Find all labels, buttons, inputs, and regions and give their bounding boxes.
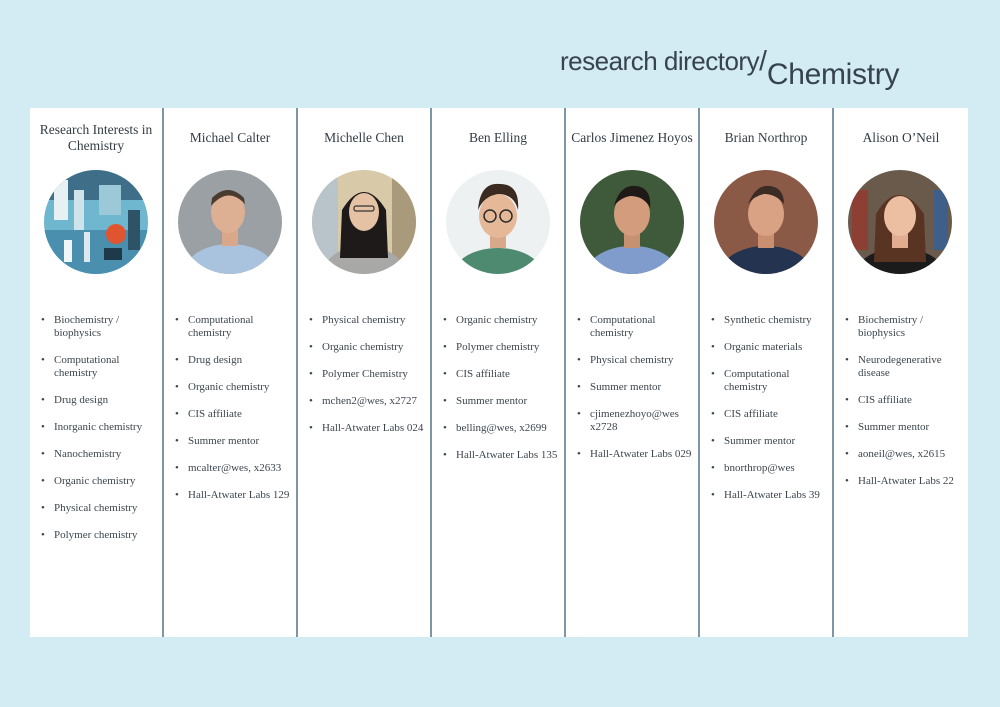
interest-list: Biochemistry / biophysics Computational … xyxy=(30,314,162,556)
column-faculty: Alison O’Neil Biochemistry / biophysics … xyxy=(834,108,968,637)
list-item: Nanochemistry xyxy=(41,448,162,461)
list-item: mcalter@wes, x2633 xyxy=(175,462,296,475)
list-item: Polymer chemistry xyxy=(443,341,564,354)
list-item: Physical chemistry xyxy=(577,354,698,367)
list-item: Summer mentor xyxy=(175,435,296,448)
faculty-photo xyxy=(714,170,818,274)
faculty-name: Brian Northrop xyxy=(724,130,808,145)
list-item: mchen2@wes, x2727 xyxy=(309,395,430,408)
faculty-photo xyxy=(312,170,416,274)
list-item: Hall-Atwater Labs 024 xyxy=(309,422,430,435)
faculty-details: Synthetic chemistry Organic materials Co… xyxy=(700,314,832,516)
list-item: Summer mentor xyxy=(845,421,968,434)
directory-table: Research Interests in Chemistry Biochemi… xyxy=(30,108,968,637)
list-item: Organic chemistry xyxy=(41,475,162,488)
list-item: Synthetic chemistry xyxy=(711,314,832,327)
list-item: Physical chemistry xyxy=(41,502,162,515)
faculty-photo xyxy=(848,170,952,274)
column-faculty: Brian Northrop Synthetic chemistry Organ… xyxy=(700,108,834,637)
faculty-photo xyxy=(178,170,282,274)
list-item: Physical chemistry xyxy=(309,314,430,327)
list-item: Drug design xyxy=(175,354,296,367)
list-item: belling@wes, x2699 xyxy=(443,422,564,435)
list-item: CIS affiliate xyxy=(443,368,564,381)
faculty-details: Computational chemistry Physical chemist… xyxy=(566,314,698,475)
faculty-details: Computational chemistry Drug design Orga… xyxy=(164,314,296,516)
list-item: Computational chemistry xyxy=(41,354,162,380)
header-prefix: research directory xyxy=(560,46,760,76)
list-item: Summer mentor xyxy=(443,395,564,408)
list-item: Biochemistry / biophysics xyxy=(845,314,968,340)
faculty-photo xyxy=(580,170,684,274)
list-item: bnorthrop@wes xyxy=(711,462,832,475)
list-item: Hall-Atwater Labs 22 xyxy=(845,475,968,488)
faculty-name: Michelle Chen xyxy=(324,130,404,145)
list-item: Drug design xyxy=(41,394,162,407)
list-item: Organic chemistry xyxy=(175,381,296,394)
list-item: Organic chemistry xyxy=(443,314,564,327)
list-item: Summer mentor xyxy=(711,435,832,448)
list-item: Polymer chemistry xyxy=(41,529,162,542)
faculty-name: Michael Calter xyxy=(189,130,271,145)
list-item: Hall-Atwater Labs 135 xyxy=(443,449,564,462)
header-subject: Chemistry xyxy=(766,58,900,91)
page-header: research directory/Chemistry xyxy=(560,44,899,91)
list-item: Organic chemistry xyxy=(309,341,430,354)
list-item: aoneil@wes, x2615 xyxy=(845,448,968,461)
faculty-name: Alison O’Neil xyxy=(862,130,940,145)
list-item: CIS affiliate xyxy=(711,408,832,421)
column-faculty: Michael Calter Computational chemistry D… xyxy=(164,108,298,637)
faculty-details: Physical chemistry Organic chemistry Pol… xyxy=(298,314,430,449)
list-item: Computational chemistry xyxy=(711,368,832,394)
column-faculty: Ben Elling Organic chemistry Polymer che… xyxy=(432,108,566,637)
list-item: Inorganic chemistry xyxy=(41,421,162,434)
faculty-photo xyxy=(446,170,550,274)
list-item: Polymer Chemistry xyxy=(309,368,430,381)
column-faculty: Carlos Jimenez Hoyos Computational chemi… xyxy=(566,108,700,637)
header-slash: / xyxy=(759,45,767,76)
list-item: Hall-Atwater Labs 39 xyxy=(711,489,832,502)
column-faculty: Michelle Chen Physical chemistry Organic… xyxy=(298,108,432,637)
faculty-name: Carlos Jimenez Hoyos xyxy=(571,130,693,145)
faculty-details: Organic chemistry Polymer chemistry CIS … xyxy=(432,314,564,476)
list-item: Hall-Atwater Labs 029 xyxy=(577,448,698,461)
faculty-details: Biochemistry / biophysics Neurodegenerat… xyxy=(834,314,968,502)
lab-photo xyxy=(44,170,148,274)
list-item: Computational chemistry xyxy=(175,314,296,340)
list-item: Neurodegenerative disease xyxy=(845,354,968,380)
list-item: CIS affiliate xyxy=(845,394,968,407)
list-item: Organic materials xyxy=(711,341,832,354)
list-item: Biochemistry / biophysics xyxy=(41,314,162,340)
faculty-name: Ben Elling xyxy=(468,130,528,145)
list-item: Hall-Atwater Labs 129 xyxy=(175,489,296,502)
list-item: Computational chemistry xyxy=(577,314,698,340)
column-title: Research Interests in Chemistry xyxy=(39,122,153,153)
column-research-interests: Research Interests in Chemistry Biochemi… xyxy=(30,108,164,637)
list-item: CIS affiliate xyxy=(175,408,296,421)
list-item: cjimenezhoyo@wes x2728 xyxy=(577,408,698,434)
list-item: Summer mentor xyxy=(577,381,698,394)
